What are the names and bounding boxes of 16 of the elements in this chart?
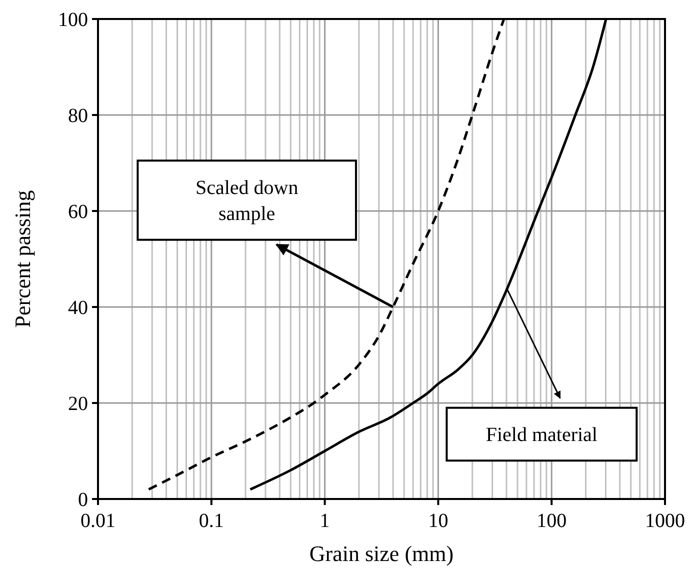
y-tick-label: 80: [68, 105, 88, 127]
annotation: Scaled down sample: [195, 177, 298, 226]
x-tick-label: 100: [536, 510, 567, 532]
x-axis-title: Grain size (mm): [309, 541, 454, 566]
y-tick-label: 40: [68, 297, 88, 319]
y-tick-label: 20: [68, 393, 88, 415]
y-tick-label: 60: [68, 201, 88, 223]
x-tick-label: 0.1: [198, 510, 224, 532]
x-tick-label: 0.01: [80, 510, 116, 532]
x-tick-label: 1: [320, 510, 330, 532]
x-tick-label: 10: [428, 510, 448, 532]
y-axis-title: Percent passing: [10, 190, 35, 328]
y-tick-label: 0: [78, 489, 88, 511]
x-tick-label: 1000: [645, 510, 685, 532]
annotation: Field material: [486, 424, 598, 446]
y-tick-label: 100: [58, 9, 88, 31]
